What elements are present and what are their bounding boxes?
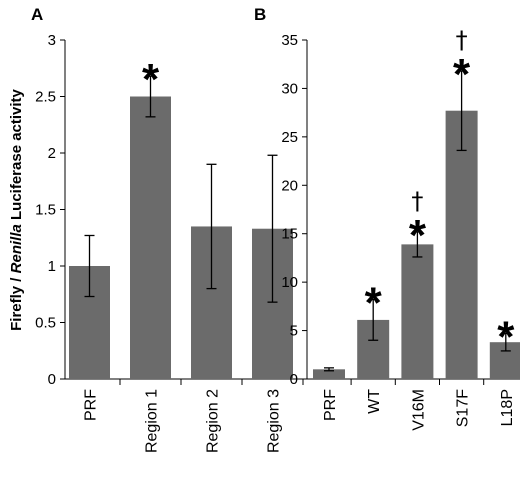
y-tick-label: 35 bbox=[281, 32, 298, 49]
y-tick-label: 25 bbox=[281, 129, 298, 146]
error-bar bbox=[267, 154, 278, 303]
bar-s17f bbox=[445, 110, 478, 379]
x-tick-label: Region 2 bbox=[205, 389, 222, 453]
dagger-marker: † bbox=[411, 187, 423, 215]
y-tick-label: 5 bbox=[290, 323, 298, 340]
y-tick-label: 15 bbox=[281, 226, 298, 243]
y-axis-label-part2: Renilla bbox=[8, 224, 25, 273]
significance-marker: * bbox=[409, 211, 427, 260]
x-tick-label: L18P bbox=[499, 389, 516, 426]
x-tick-label: Region 1 bbox=[144, 389, 161, 453]
error-bar bbox=[368, 298, 379, 341]
y-tick-label: 1.5 bbox=[35, 202, 56, 219]
y-axis-label-part3: Luciferase activity bbox=[8, 88, 25, 224]
x-tick-label: S17F bbox=[455, 389, 472, 427]
significance-marker: * bbox=[453, 50, 471, 99]
y-tick-label: 10 bbox=[281, 274, 298, 291]
x-tick-label: PRF bbox=[83, 389, 100, 421]
bar-region-1 bbox=[130, 96, 171, 379]
error-bar bbox=[324, 367, 334, 372]
y-tick-label: 20 bbox=[281, 177, 298, 194]
y-axis-label-part1: Firefly / bbox=[8, 273, 25, 331]
significance-marker: * bbox=[497, 312, 515, 361]
bar-prf bbox=[313, 369, 345, 379]
y-tick-label: 1 bbox=[48, 258, 56, 275]
y-tick-label: 3 bbox=[48, 32, 56, 49]
x-tick-label: V16M bbox=[410, 389, 427, 431]
error-bar bbox=[456, 70, 467, 152]
error-bar bbox=[84, 234, 95, 298]
y-tick-label: 2.5 bbox=[35, 89, 56, 106]
panel-a: A 0 0.5 1 1.5 2 2.5 3 PRF * Region 1 Region 2 Region… bbox=[31, 5, 304, 453]
significance-marker: * bbox=[142, 55, 160, 104]
error-bar bbox=[500, 332, 511, 352]
panel-label-b: B bbox=[254, 5, 266, 24]
y-tick-label: 2 bbox=[48, 145, 56, 162]
x-tick-label: WT bbox=[366, 389, 383, 414]
error-bar bbox=[206, 163, 217, 290]
significance-marker: * bbox=[365, 279, 383, 328]
y-axis-label: Firefly / Renilla Luciferase activity bbox=[8, 88, 25, 330]
y-tick-label: 0 bbox=[290, 371, 298, 388]
y-tick-label: 0 bbox=[48, 371, 56, 388]
x-tick-label: PRF bbox=[322, 389, 339, 421]
y-tick-label: 0.5 bbox=[35, 315, 56, 332]
dagger-marker: † bbox=[456, 26, 468, 54]
y-tick-label: 30 bbox=[281, 80, 298, 97]
bar-l18p bbox=[489, 342, 520, 379]
x-tick-label: Region 3 bbox=[266, 389, 283, 453]
panel-label-a: A bbox=[31, 5, 43, 24]
bar-v16m bbox=[401, 244, 434, 379]
error-bar bbox=[145, 75, 156, 118]
error-bar bbox=[412, 231, 423, 258]
